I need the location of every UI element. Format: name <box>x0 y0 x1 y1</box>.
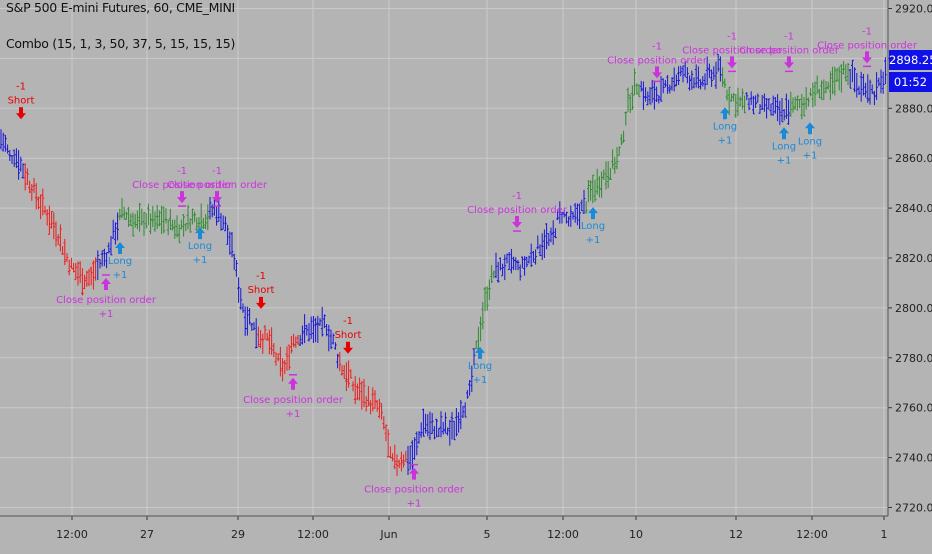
short-label: Short <box>8 95 35 106</box>
bar-countdown-badge: 01:52 <box>889 72 932 92</box>
close-order-label: Close position order <box>467 205 568 216</box>
short-label: Short <box>248 285 275 296</box>
close-order-qty: -1 <box>727 31 737 42</box>
close-order-qty: +1 <box>407 499 422 510</box>
close-order-qty: -1 <box>652 41 662 52</box>
y-tick-label: 2860.00 <box>895 152 932 165</box>
close-order-label: Close position order <box>56 295 157 306</box>
x-tick-label: 10 <box>629 528 643 541</box>
y-tick-label: 2760.00 <box>895 402 932 415</box>
long-label: Long <box>108 256 132 267</box>
long-arrow-icon <box>115 242 125 255</box>
y-tick-label: 2820.00 <box>895 252 932 265</box>
close-order-label: Close position order <box>364 485 465 496</box>
close-order-label: Close position order <box>243 395 344 406</box>
long-arrow-icon <box>195 227 205 240</box>
price-bars <box>0 53 887 476</box>
long-arrow-icon <box>588 207 598 220</box>
long-qty: +1 <box>718 135 733 146</box>
close-order-label: Close position order <box>607 55 708 66</box>
close-arrow-down-icon <box>784 56 794 69</box>
y-axis[interactable]: 2720.00 2740.00 2760.00 2780.00 2800.00 2820.… <box>887 0 932 516</box>
long-label: Long <box>188 241 212 252</box>
close-order-label: Close position order <box>132 180 233 191</box>
close-order-qty: -1 <box>862 26 872 37</box>
long-qty: +1 <box>586 235 601 246</box>
last-price-badge: 2898.25 <box>889 50 932 70</box>
x-tick-label: 12 <box>729 528 743 541</box>
long-qty: +1 <box>193 255 208 266</box>
close-order-qty: -1 <box>212 166 222 177</box>
y-tick-label: 2880.00 <box>895 102 932 115</box>
close-order-label: Close position order <box>682 45 783 56</box>
short-label: Short <box>335 330 362 341</box>
close-order-label: Close position order <box>739 45 840 56</box>
long-qty: +1 <box>113 270 128 281</box>
long-label: Long <box>772 141 796 152</box>
short-qty: -1 <box>16 81 26 92</box>
short-arrow-icon <box>16 107 26 120</box>
x-tick-label: 12:00 <box>796 528 828 541</box>
long-label: Long <box>468 361 492 372</box>
long-label: Long <box>581 221 605 232</box>
close-arrow-down-icon <box>727 56 737 69</box>
close-arrow-down-icon <box>512 216 522 229</box>
close-order-label: Close position order <box>167 180 268 191</box>
close-arrow-down-icon <box>862 51 872 64</box>
close-order-qty: -1 <box>512 191 522 202</box>
x-tick-label: 12:00 <box>56 528 88 541</box>
close-order-qty: +1 <box>286 409 301 420</box>
long-qty: +1 <box>777 155 792 166</box>
indicator-legend[interactable]: Combo (15, 1, 3, 50, 37, 5, 15, 15, 15) <box>6 36 236 51</box>
close-arrow-up-icon <box>409 467 419 480</box>
long-arrow-icon <box>720 107 730 120</box>
long-label: Long <box>798 136 822 147</box>
close-order-qty: -1 <box>177 166 187 177</box>
x-axis[interactable]: 12:00 27 29 12:00 Jun 5 12:00 10 12 12:00 1 <box>0 515 888 541</box>
long-qty: +1 <box>473 375 488 386</box>
y-tick-label: 2840.00 <box>895 202 932 215</box>
x-tick-label: 29 <box>231 528 245 541</box>
x-tick-label: 5 <box>484 528 491 541</box>
x-tick-label: Jun <box>379 528 397 541</box>
long-arrow-icon <box>475 346 485 359</box>
y-tick-label: 2920.00 <box>895 2 932 15</box>
y-tick-label: 2720.00 <box>895 502 932 515</box>
short-arrow-icon <box>256 296 266 309</box>
close-arrow-up-icon <box>288 377 298 390</box>
y-tick-label: 2740.00 <box>895 452 932 465</box>
long-qty: +1 <box>803 150 818 161</box>
x-tick-label: 27 <box>140 528 154 541</box>
x-tick-label: 1 <box>881 528 888 541</box>
x-tick-label: 12:00 <box>297 528 329 541</box>
close-arrow-down-icon <box>652 66 662 79</box>
short-qty: -1 <box>343 316 353 327</box>
y-tick-label: 2780.00 <box>895 352 932 365</box>
short-arrow-icon <box>343 341 353 354</box>
close-arrow-down-icon <box>212 191 222 204</box>
close-arrow-up-icon <box>101 277 111 290</box>
chart-title: S&P 500 E-mini Futures, 60, CME_MINI <box>6 0 235 15</box>
long-arrow-icon <box>779 127 789 140</box>
y-tick-label: 2800.00 <box>895 302 932 315</box>
short-qty: -1 <box>256 271 266 282</box>
close-order-label: Close position order <box>817 40 918 51</box>
long-label: Long <box>713 121 737 132</box>
grid-lines <box>0 0 888 516</box>
x-tick-label: 12:00 <box>547 528 579 541</box>
close-order-qty: -1 <box>784 31 794 42</box>
close-order-qty: +1 <box>99 309 114 320</box>
close-arrow-down-icon <box>177 191 187 204</box>
long-arrow-icon <box>805 122 815 135</box>
